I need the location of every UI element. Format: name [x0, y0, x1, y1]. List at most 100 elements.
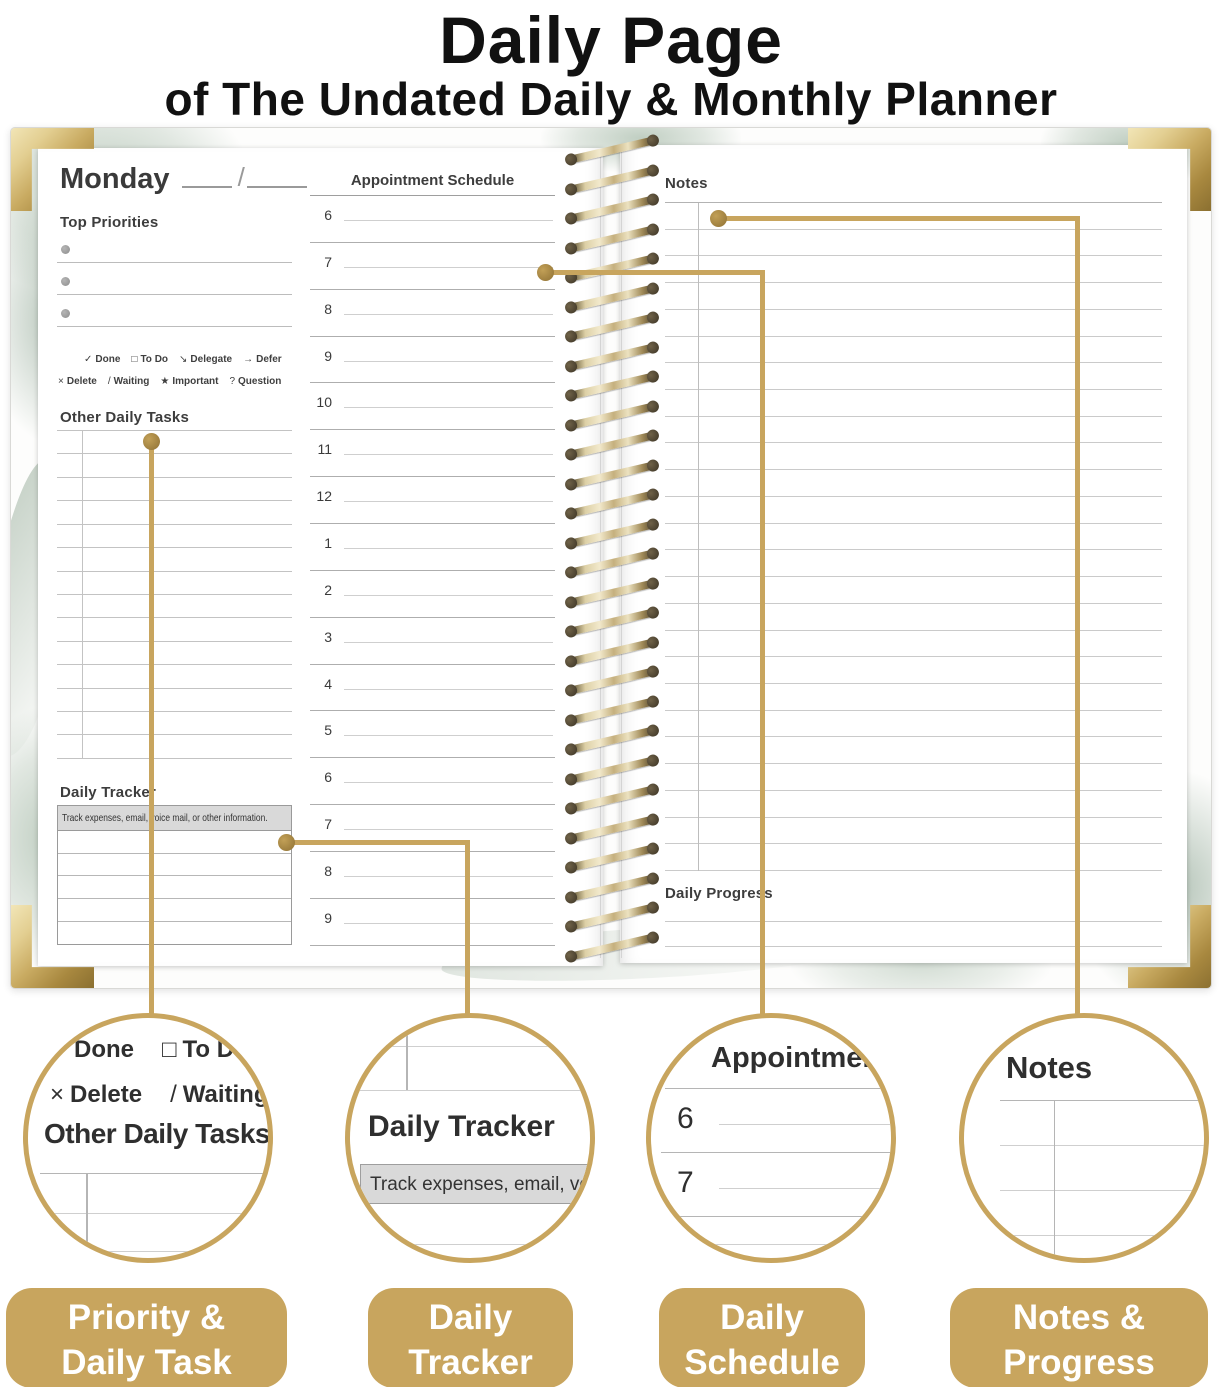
task-row — [57, 689, 292, 713]
notes-line — [665, 657, 1162, 684]
hour-number: 6 — [324, 207, 332, 223]
notes-line — [665, 497, 1162, 524]
date-slash: / — [237, 162, 245, 192]
notes-line — [665, 337, 1162, 364]
task-row — [57, 572, 292, 595]
hour-number: 9 — [324, 347, 332, 364]
notes-line — [665, 443, 1162, 471]
hour-line — [344, 454, 553, 456]
schedule-hours: 6 7 8 9 10 11 12 1 2 3 4 5 6 7 8 9 — [310, 195, 555, 946]
notes-line — [665, 737, 1162, 765]
schedule-hour-row: 10 — [310, 383, 555, 431]
hour-line — [344, 829, 553, 831]
zoom-circle-schedule: Appointment Schedule 6 7 — [646, 1013, 896, 1263]
hour-line — [344, 313, 553, 315]
progress-line — [665, 946, 1162, 947]
task-row — [57, 478, 292, 502]
legend-row-2: × Delete / Waiting ★ Important ? Question — [58, 376, 281, 387]
date-blank-line — [181, 162, 232, 188]
schedule-hour-row: 7 — [310, 805, 555, 853]
callout-label-schedule: Daily Schedule — [659, 1288, 865, 1387]
other-daily-tasks-heading-zoom: Other Daily Tasks — [44, 1118, 270, 1149]
page-title: Daily Page — [439, 3, 783, 77]
ruled-line — [719, 1124, 891, 1125]
slash-icon: / — [170, 1081, 177, 1108]
ruled-line — [360, 1244, 590, 1245]
hour-number: 3 — [324, 628, 332, 645]
callout-label-tracker: Daily Tracker — [368, 1288, 573, 1387]
priority-row — [57, 269, 292, 295]
notes-line — [665, 310, 1162, 337]
notes-line — [665, 524, 1162, 551]
legend-item-defer: → Defer — [243, 354, 282, 365]
task-row — [57, 618, 292, 642]
legend-row-1: ✓ Done □ To Do ↘ Delegate → Defer — [84, 354, 282, 365]
notes-line — [665, 203, 1162, 230]
callout-dot — [537, 264, 554, 281]
hour-line — [344, 782, 553, 784]
schedule-hour-row: 4 — [310, 665, 555, 712]
schedule-hour-row: 6 — [310, 758, 555, 806]
hour-number: 10 — [316, 394, 332, 411]
day-name: Monday — [60, 163, 170, 195]
ruled-line — [364, 1046, 590, 1047]
square-icon: □ — [162, 1036, 177, 1063]
column-divider — [406, 1018, 408, 1090]
notes-line — [665, 631, 1162, 658]
hour-line — [344, 594, 553, 596]
callout-label-priority: Priority & Daily Task — [6, 1288, 287, 1387]
notes-margin-divider — [698, 203, 699, 871]
schedule-hour-row: 9 — [310, 899, 555, 946]
legend-item-question: ? Question — [229, 376, 282, 387]
hour-line — [344, 548, 553, 550]
task-row — [57, 548, 292, 572]
hour-line — [344, 735, 553, 737]
task-row — [57, 735, 292, 759]
legend-item-delegate: ↘ Delegate — [179, 354, 233, 365]
top-priorities-heading: Top Priorities — [60, 214, 159, 231]
square-icon: □ — [131, 354, 138, 365]
other-daily-tasks-table — [57, 430, 292, 759]
date-blank-line — [246, 162, 307, 188]
hour-number: 9 — [324, 909, 332, 926]
notes-line — [665, 550, 1162, 578]
hour-number: 4 — [324, 675, 332, 692]
task-row — [57, 712, 292, 736]
schedule-heading: Appointment Schedule — [350, 172, 515, 189]
hour-number-zoom: 7 — [677, 1166, 694, 1199]
schedule-hour-row: 8 — [310, 852, 555, 899]
task-row — [57, 642, 292, 666]
hour-number: 1 — [324, 535, 332, 552]
ruled-line — [665, 1088, 891, 1089]
tracker-row — [58, 876, 291, 900]
callout-line — [149, 441, 154, 1016]
callout-dot — [278, 834, 295, 851]
callout-label-notes: Notes & Progress — [950, 1288, 1208, 1387]
hour-number: 7 — [324, 253, 332, 270]
hour-line — [344, 407, 553, 409]
hour-number: 12 — [316, 488, 332, 505]
progress-line — [665, 921, 1162, 922]
tracker-header-row: Track expenses, email, voice mail, or ot… — [58, 806, 291, 831]
notes-line — [665, 711, 1162, 738]
tracker-row — [58, 922, 291, 945]
ruled-line — [1000, 1100, 1200, 1101]
zoom-circle-priority: Done□To Do ×Delete/Waiting★Important Oth… — [23, 1013, 273, 1263]
callout-line — [760, 270, 765, 1016]
callout-dot — [143, 433, 160, 450]
task-row — [57, 501, 292, 525]
notes-line — [665, 283, 1162, 310]
hour-line — [344, 876, 553, 878]
zoom-circle-notes: Notes — [959, 1013, 1209, 1263]
schedule-hour-row: 7 — [310, 243, 555, 290]
task-row — [57, 665, 292, 689]
notes-line — [665, 417, 1162, 444]
notes-line — [665, 764, 1162, 791]
tracker-header-row-zoom: Track expenses, email, voice mail, or ot… — [360, 1164, 590, 1204]
hour-number: 2 — [324, 581, 332, 598]
planner-right-page: Notes Daily Progress — [620, 145, 1187, 963]
ruled-line — [360, 1090, 590, 1091]
schedule-hour-row: 1 — [310, 524, 555, 571]
hour-line — [344, 688, 553, 690]
